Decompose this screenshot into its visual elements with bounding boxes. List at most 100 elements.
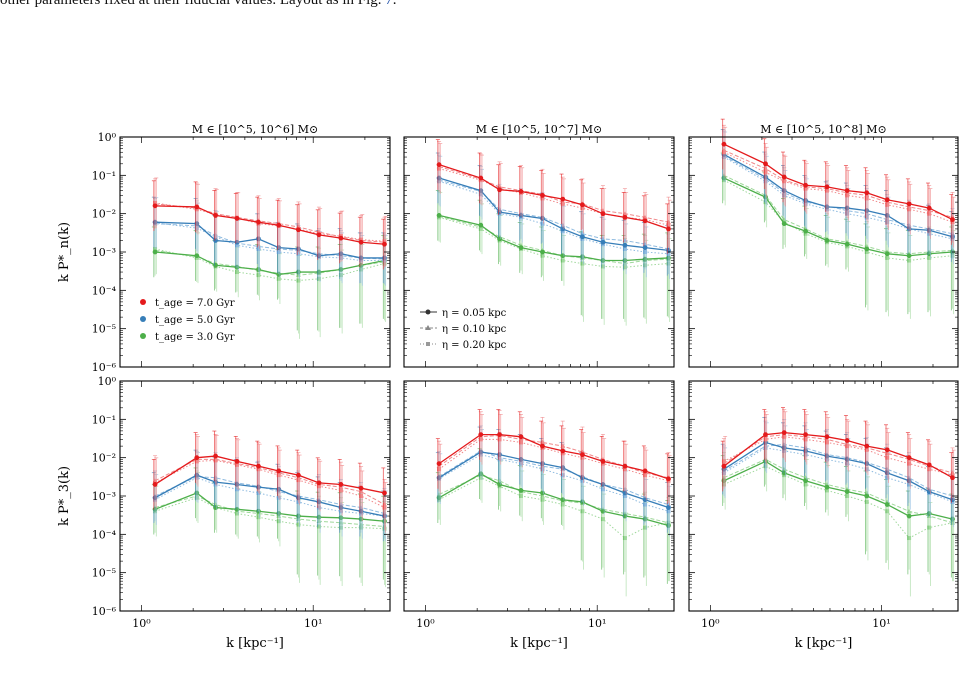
chart-panel-bottom-middle: 10⁰ 10¹ k [kpc⁻¹] xyxy=(403,380,675,651)
data-point xyxy=(152,249,158,255)
panel-title: M ∈ [10^5, 10^7] M⊙ xyxy=(476,123,602,136)
data-point xyxy=(540,192,545,198)
data-point xyxy=(436,213,442,218)
data-point xyxy=(436,162,442,168)
y-tick-label: 10⁰ xyxy=(98,375,117,388)
data-point xyxy=(382,490,387,496)
data-point xyxy=(276,222,282,228)
data-point xyxy=(276,468,282,474)
y-axis-label-top: k P*_n(k) xyxy=(57,222,72,282)
data-series-4 xyxy=(436,154,671,275)
data-series-8 xyxy=(721,154,956,319)
data-point xyxy=(844,438,850,443)
data-point xyxy=(560,253,566,259)
data-point xyxy=(152,482,158,487)
data-point xyxy=(580,234,585,240)
data-point xyxy=(497,432,502,437)
legend-marker xyxy=(140,333,146,339)
chart-panel-bottom-right: 10⁰ 10¹ k [kpc⁻¹] xyxy=(688,380,959,651)
series-line xyxy=(438,451,669,509)
data-point xyxy=(622,211,628,216)
series-line xyxy=(154,476,385,514)
panel-title: M ∈ [10^5, 10^8] M⊙ xyxy=(760,123,886,136)
figure-caption-fragment: other parameters fixed at their fiducial… xyxy=(0,0,972,22)
data-point xyxy=(296,472,301,478)
series-line xyxy=(723,155,953,235)
data-point xyxy=(497,187,502,193)
series-line xyxy=(438,180,669,255)
data-series-4 xyxy=(721,130,955,259)
data-point xyxy=(560,497,566,503)
data-point xyxy=(358,485,364,491)
data-series-1 xyxy=(721,409,955,499)
figure-reference-link[interactable]: 7 xyxy=(385,0,393,8)
series-line xyxy=(723,465,953,539)
legend-label: t_age = 3.0 Gyr xyxy=(155,332,235,343)
data-point xyxy=(213,262,218,268)
panel-title: M ∈ [10^5, 10^6] M⊙ xyxy=(192,123,318,136)
legend-marker xyxy=(426,342,430,346)
chart-panel-bottom-left: 10⁰ 10⁻¹ 10⁻² 10⁻³ 10⁻⁴ 10⁻⁵ 10⁻⁶ 10⁰ 10¹ k [kpc⁻… xyxy=(92,375,391,651)
data-point xyxy=(864,246,870,252)
legend-label: η = 0.10 kpc xyxy=(442,324,507,335)
data-point xyxy=(194,455,200,461)
y-tick-label: 10⁻¹ xyxy=(92,169,116,182)
series-line xyxy=(723,153,953,238)
data-point xyxy=(824,434,830,440)
data-point xyxy=(580,452,585,458)
caption-text: other parameters fixed at their fiducial… xyxy=(0,0,382,8)
data-point xyxy=(906,455,912,461)
data-point xyxy=(234,458,240,464)
data-point xyxy=(580,202,585,208)
data-series-0 xyxy=(151,180,387,270)
data-point xyxy=(478,222,484,228)
data-point xyxy=(906,201,912,207)
data-point xyxy=(884,447,890,453)
series-line xyxy=(154,477,385,517)
legend-label: t_age = 5.0 Gyr xyxy=(155,315,235,326)
x-tick-label: 10¹ xyxy=(872,617,890,630)
data-point xyxy=(622,242,628,248)
data-point xyxy=(642,245,648,251)
data-point xyxy=(906,513,912,519)
data-point xyxy=(763,432,768,437)
data-point xyxy=(864,493,870,499)
data-series-3 xyxy=(435,152,671,276)
chart-panel-top-middle: M ∈ [10^5, 10^7] M⊙ xyxy=(403,123,675,368)
data-point xyxy=(803,432,808,437)
y-tick-label: 10⁻¹ xyxy=(92,413,116,426)
data-point xyxy=(721,463,727,469)
series-line xyxy=(154,248,385,282)
data-series-1 xyxy=(721,124,955,243)
data-series-8 xyxy=(437,452,672,597)
data-point xyxy=(666,226,671,232)
legend-marker xyxy=(425,309,431,315)
data-point xyxy=(781,430,787,436)
data-series-6 xyxy=(435,190,671,319)
x-tick-label: 10¹ xyxy=(588,617,606,630)
data-series-4 xyxy=(152,451,387,539)
series-line xyxy=(438,438,669,482)
series-line xyxy=(438,477,669,539)
series-line xyxy=(723,460,953,520)
data-point xyxy=(600,239,606,245)
data-point xyxy=(478,432,484,437)
data-point xyxy=(600,211,606,217)
data-point xyxy=(316,480,322,486)
data-series-1 xyxy=(436,141,671,248)
data-series-0 xyxy=(720,407,955,503)
data-point xyxy=(518,487,524,493)
data-point xyxy=(906,508,912,514)
data-point xyxy=(316,232,322,238)
data-point xyxy=(213,453,218,459)
data-point xyxy=(844,241,850,247)
data-point xyxy=(803,478,808,484)
x-tick-label: 10⁰ xyxy=(416,617,435,630)
series-line xyxy=(154,458,385,505)
data-point xyxy=(256,463,261,469)
y-tick-label: 10⁻⁶ xyxy=(92,361,117,374)
data-point xyxy=(884,251,890,257)
y-tick-label: 10⁰ xyxy=(98,131,117,144)
legend-label: t_age = 7.0 Gyr xyxy=(155,298,235,309)
